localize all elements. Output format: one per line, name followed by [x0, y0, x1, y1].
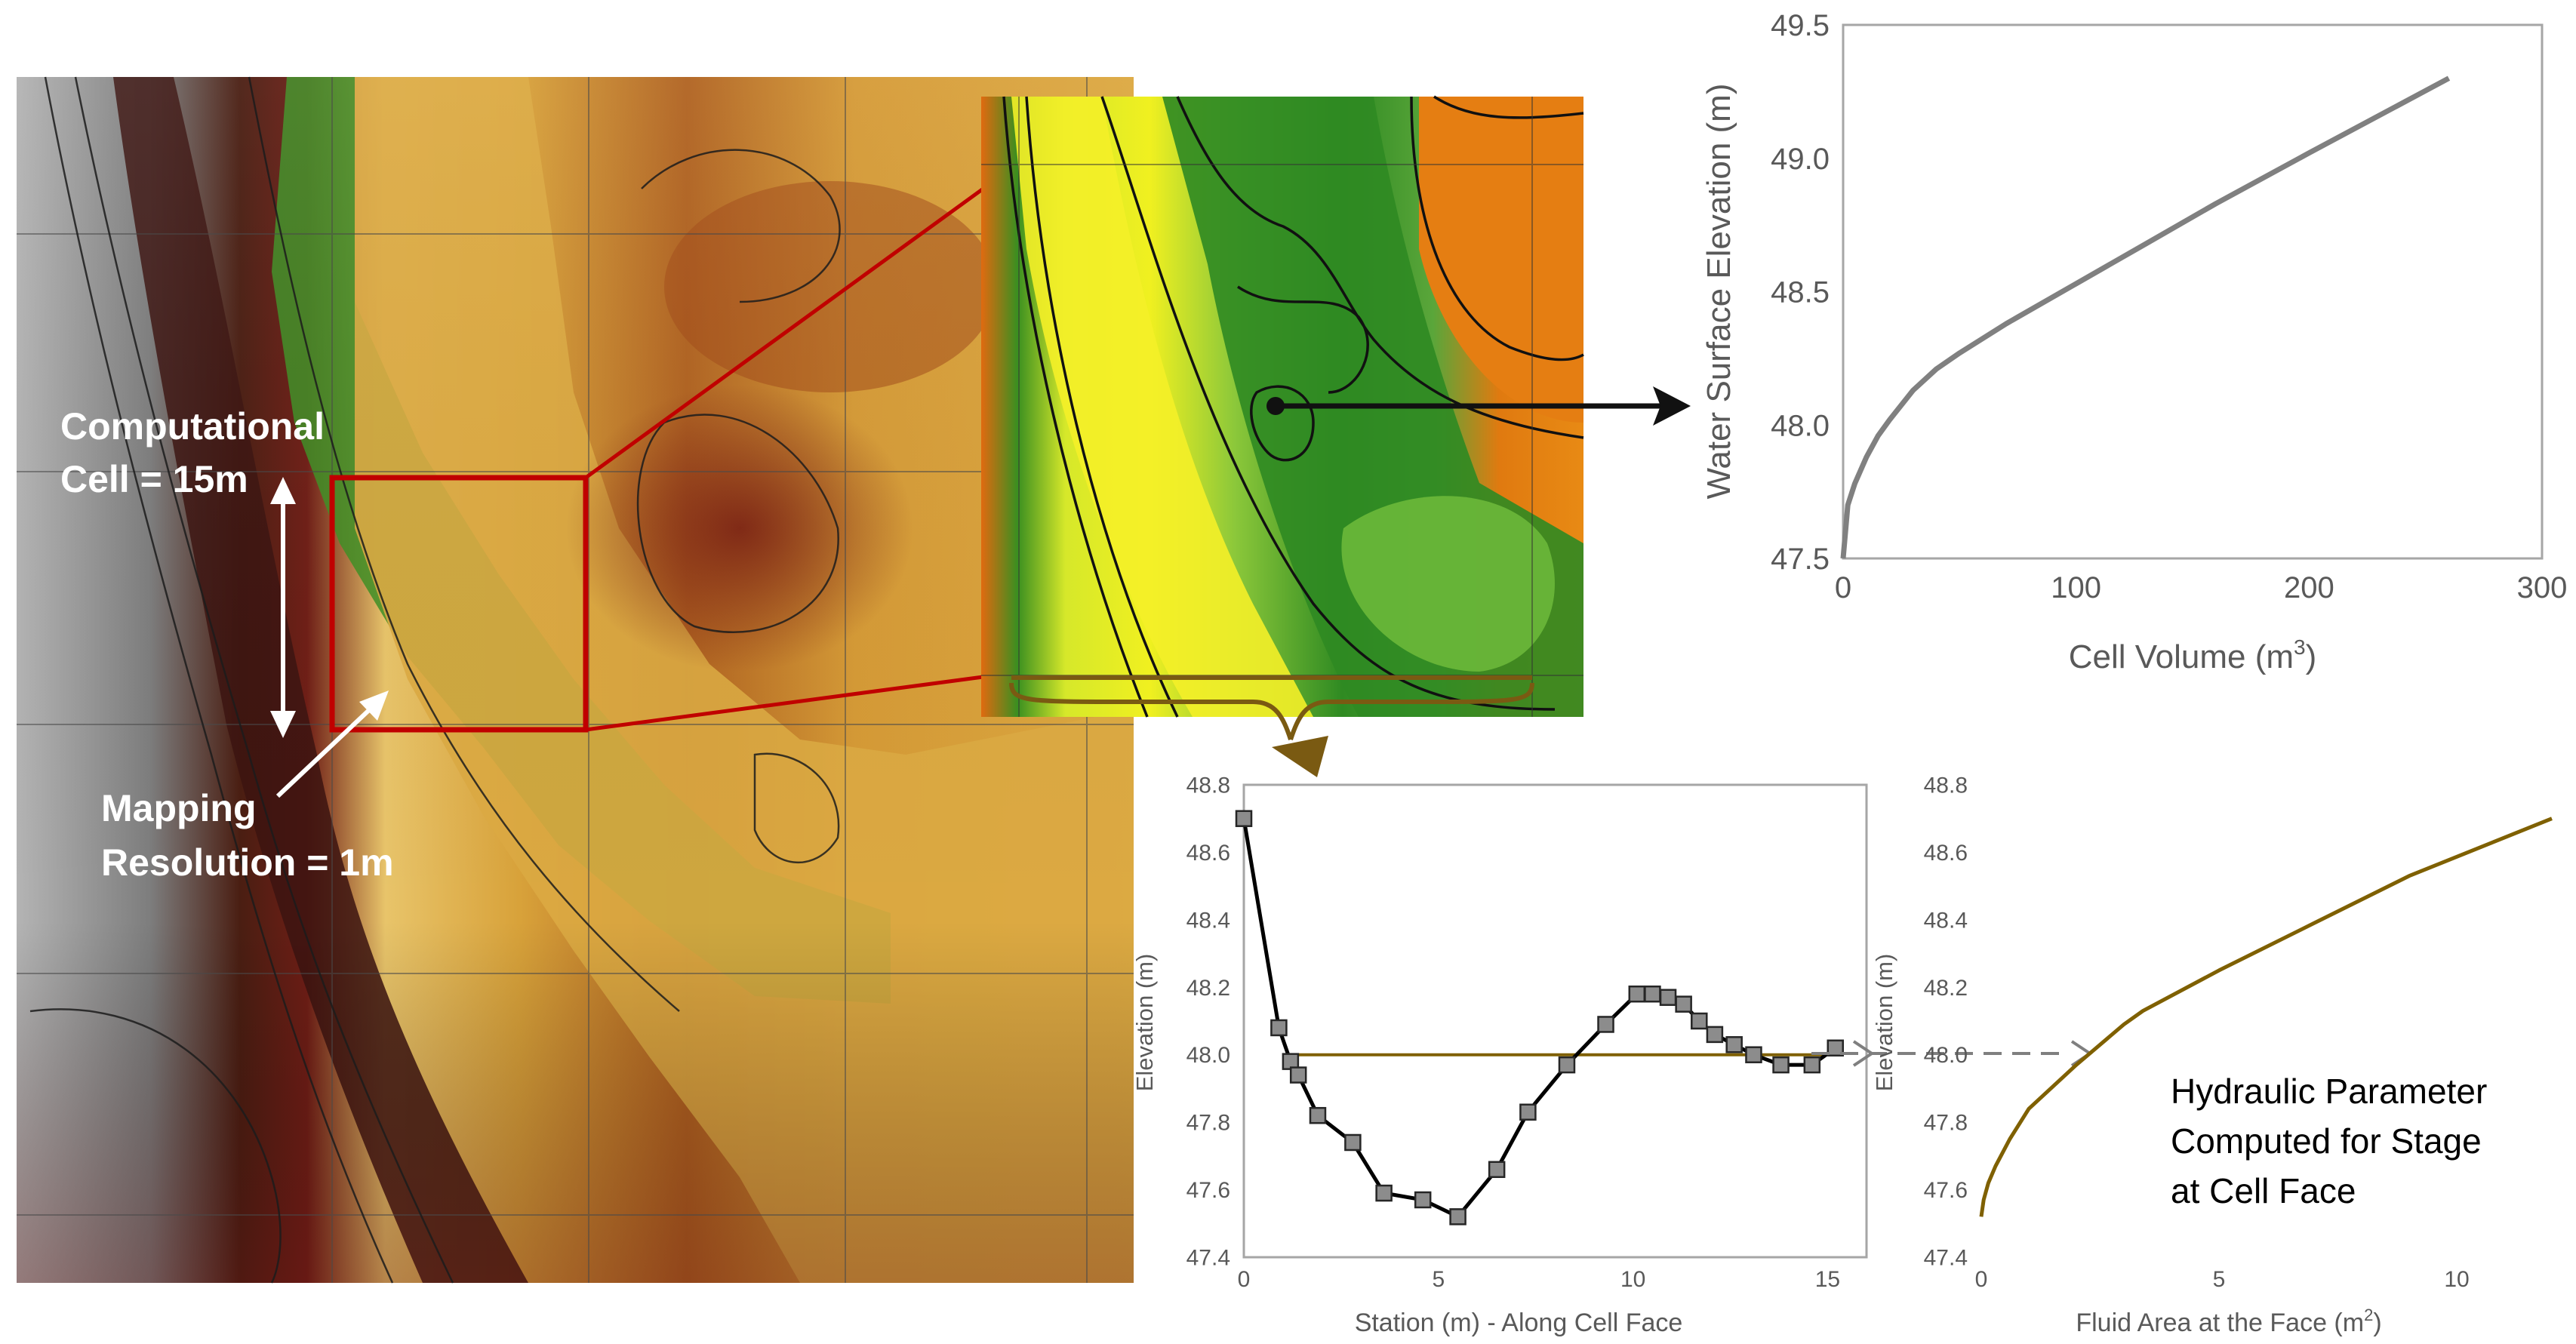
zoomed-orange-hill [1419, 97, 1583, 423]
area-xtick-label: 5 [2213, 1267, 2226, 1292]
station-chart-frame [1242, 783, 1868, 1259]
zoomed-yellow-channel [1011, 97, 1313, 717]
area-ytick-label: 48.6 [1924, 841, 1968, 866]
area-series-line [1979, 817, 2553, 1217]
volume-ytick-label: 48.5 [1771, 276, 1830, 309]
mapping-arrow [275, 690, 389, 798]
station-data-point [1235, 810, 1253, 827]
area-xtick-label: 10 [2444, 1267, 2469, 1292]
station-xtick-label: 15 [1815, 1267, 1840, 1292]
station-chart-xlabel: Station (m) - Along Cell Face [1355, 1309, 1683, 1337]
station-xtick-label: 10 [1620, 1267, 1645, 1292]
station-data-point [1519, 1103, 1537, 1121]
volume-series-line [1840, 75, 2451, 559]
station-data-point [1597, 1016, 1614, 1033]
volume-ytick-label: 49.5 [1771, 9, 1830, 42]
station-series-line [1242, 818, 1837, 1219]
zoomed-light-green [1341, 496, 1555, 672]
station-data-point [1309, 1106, 1327, 1124]
area-ytick-label: 47.4 [1924, 1246, 1968, 1271]
face-brace-arrow [1009, 682, 1534, 777]
station-data-point [1488, 1161, 1506, 1178]
volume-ytick-label: 49.0 [1771, 143, 1830, 176]
annotation-line2: Computed for Stage [2171, 1121, 2482, 1161]
area-chart-ylabel: Elevation (m) [1871, 954, 1897, 1092]
area-xtick-label: 0 [1975, 1267, 1988, 1292]
station-data-point [1772, 1056, 1790, 1074]
station-data-point [1659, 989, 1677, 1006]
annotation-line3: at Cell Face [2171, 1171, 2356, 1210]
station-data-point [1803, 1056, 1821, 1074]
station-data-point [1827, 1039, 1844, 1057]
computational-cell-label-line2: Cell = 15m [60, 458, 248, 500]
volume-xtick-label: 100 [2051, 571, 2101, 604]
station-ytick-label: 48.0 [1186, 1043, 1230, 1068]
station-data-point [1628, 985, 1646, 1003]
area-ytick-label: 48.8 [1924, 773, 1968, 798]
computational-cell-box [329, 475, 589, 733]
station-elevation-chart: 47.447.647.848.048.248.448.648.8 0 5 10 15 … [1131, 773, 1868, 1337]
station-data-point [1706, 1026, 1724, 1044]
mapping-resolution-label-line2: Resolution = 1m [101, 841, 394, 884]
volume-xtick-label: 300 [2517, 571, 2568, 604]
station-ytick-label: 48.6 [1186, 841, 1230, 866]
station-data-point [1344, 1133, 1362, 1152]
area-elevation-chart: 47.4 47.6 47.8 48.0 48.2 48.4 48.6 48.8 0 5 10 El… [1871, 773, 2553, 1337]
area-ytick-label: 47.8 [1924, 1111, 1968, 1136]
map-contours [29, 76, 841, 1284]
station-xtick-label: 5 [1432, 1267, 1445, 1292]
volume-ytick-label: 48.0 [1771, 409, 1830, 442]
zoom-connectors [584, 158, 1024, 732]
station-ytick-label: 47.6 [1186, 1178, 1230, 1203]
volume-chart-frame [1842, 23, 2544, 560]
volume-ytick-label: 47.5 [1771, 543, 1830, 576]
volume-chart-ylabel: Water Surface Elevation (m) [1700, 84, 1737, 500]
station-data-point [1289, 1066, 1307, 1084]
mapping-resolution-label-line1: Mapping [101, 787, 257, 829]
volume-pointer-arrow [1283, 386, 1691, 426]
volume-xtick-label: 0 [1835, 571, 1851, 604]
station-data-point [1449, 1208, 1467, 1226]
station-xtick-label: 0 [1238, 1267, 1251, 1292]
station-data-point [1558, 1056, 1576, 1074]
station-ytick-label: 47.4 [1186, 1246, 1230, 1271]
station-ytick-label: 48.2 [1186, 976, 1230, 1001]
cell-size-double-arrow [270, 477, 296, 738]
hydraulic-annotation: Hydraulic Parameter Computed for Stage a… [2171, 1072, 2487, 1210]
station-data-point [1375, 1184, 1393, 1202]
area-ytick-label: 48.4 [1924, 908, 1968, 933]
station-data-point [1414, 1191, 1432, 1209]
area-ytick-label: 48.0 [1924, 1043, 1968, 1068]
area-ytick-label: 47.6 [1924, 1178, 1968, 1203]
volume-chart-xlabel: Cell Volume (m3) [2069, 635, 2317, 675]
area-chart-xlabel: Fluid Area at the Face (m2) [2076, 1306, 2381, 1337]
area-ytick-label: 48.2 [1924, 976, 1968, 1001]
station-chart-ylabel: Elevation (m) [1131, 954, 1158, 1092]
station-data-point [1270, 1019, 1288, 1037]
station-data-point [1745, 1046, 1762, 1063]
annotation-line1: Hydraulic Parameter [2171, 1072, 2487, 1111]
station-data-point [1675, 995, 1692, 1013]
station-data-point [1644, 985, 1661, 1003]
cell-center-point [1266, 397, 1285, 415]
volume-elevation-chart: 47.5 48.0 48.5 49.0 49.5 0 100 200 300 Water Su… [1700, 9, 2567, 675]
volume-xtick-label: 200 [2284, 571, 2334, 604]
computational-cell-label-line1: Computational [60, 405, 325, 447]
station-ytick-label: 47.8 [1186, 1111, 1230, 1136]
station-ytick-label: 48.4 [1186, 908, 1230, 933]
station-data-point [1691, 1012, 1708, 1030]
station-ytick-label: 48.8 [1186, 773, 1230, 798]
station-data-point [1725, 1036, 1743, 1053]
